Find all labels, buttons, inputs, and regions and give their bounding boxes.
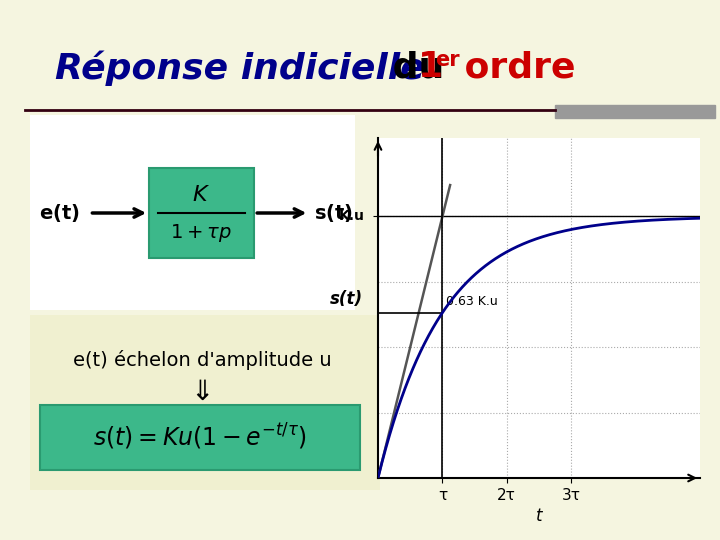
X-axis label: t: t xyxy=(536,507,542,525)
Text: $\mathbf{s(t)}$: $\mathbf{s(t)}$ xyxy=(314,202,353,224)
Text: $\mathbf{e(t)}$: $\mathbf{e(t)}$ xyxy=(39,202,80,224)
FancyBboxPatch shape xyxy=(40,405,360,470)
Text: ordre: ordre xyxy=(452,50,575,84)
Text: du: du xyxy=(380,50,457,84)
Text: er: er xyxy=(435,50,459,70)
Y-axis label: s(t): s(t) xyxy=(330,290,363,308)
FancyBboxPatch shape xyxy=(149,168,254,258)
Text: e(t) échelon d'amplitude u: e(t) échelon d'amplitude u xyxy=(73,350,331,370)
Text: ⇓: ⇓ xyxy=(190,378,214,406)
Bar xyxy=(555,105,715,118)
Text: $\mathit{1 + \tau p}$: $\mathit{1 + \tau p}$ xyxy=(171,222,232,244)
Text: $\mathit{K}$: $\mathit{K}$ xyxy=(192,185,210,205)
Text: K.u: K.u xyxy=(339,210,365,224)
Bar xyxy=(30,315,380,490)
Text: Réponse indicielle: Réponse indicielle xyxy=(55,50,425,85)
Text: 1: 1 xyxy=(418,50,443,84)
Text: 0.63 K.u: 0.63 K.u xyxy=(446,295,498,308)
Text: $\mathit{s(t) = Ku(1 - e^{-t/\tau})}$: $\mathit{s(t) = Ku(1 - e^{-t/\tau})}$ xyxy=(93,422,307,452)
Bar xyxy=(30,115,355,310)
